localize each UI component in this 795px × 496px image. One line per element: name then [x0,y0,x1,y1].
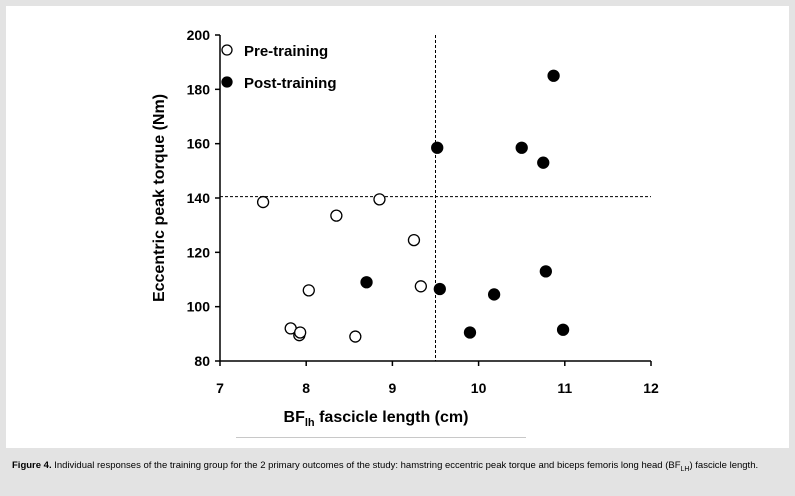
y-tick-label: 200 [187,27,211,43]
y-axis-title: Eccentric peak torque (Nm) [151,94,168,302]
post-training-point [547,69,560,82]
legend-label-post-training: Post-training [244,75,337,92]
post-training-point [487,288,501,301]
x-tick-label: 10 [471,380,487,396]
pre-training-point [349,330,362,343]
y-tick-label: 100 [187,299,211,315]
post-training-point [360,276,373,289]
caption-label: Figure 4. [12,460,52,471]
post-training-point [539,265,552,278]
post-training-point [537,156,550,169]
y-tick-label: 120 [187,244,211,260]
post-training-point [463,326,477,339]
x-axis-title-subscript: lh [305,417,315,429]
post-training-point [433,282,446,296]
x-tick-label: 7 [216,380,224,396]
post-training-point [515,141,528,154]
figure-caption: Figure 4. Individual responses of the tr… [12,459,787,476]
post-training-point [556,323,570,336]
y-tick-label: 180 [187,81,211,97]
axes: 80 100 120 140 160 180 200 7 8 9 10 11 12 [187,27,659,396]
pre-training-point [373,193,386,206]
scatter-chart: 80 100 120 140 160 180 200 7 8 9 10 11 12 Pre-traini… [151,27,659,429]
x-tick-label: 12 [643,380,659,396]
legend-label-pre-training: Pre-training [244,43,328,60]
data-points [256,69,570,343]
x-axis-title: BFlh fascicle length (cm) [284,409,469,429]
pre-training-point [407,233,421,247]
pre-training-point [302,284,315,297]
x-tick-label: 9 [389,380,397,396]
post-training-point [431,141,444,154]
pre-training-point [330,209,343,222]
x-tick-label: 8 [302,380,310,396]
legend-marker-post-training [221,76,233,88]
pre-training-point [256,195,270,209]
reference-lines [220,35,651,361]
caption-text: Individual responses of the training gro… [51,460,681,471]
y-tick-label: 80 [194,353,210,369]
y-tick-label: 140 [187,190,211,206]
x-axis-title-rest: fascicle length (cm) [315,409,469,426]
caption-subscript: LH [680,465,690,473]
x-tick-label: 11 [557,380,572,396]
pre-training-point [294,326,307,339]
figure-panel: 80 100 120 140 160 180 200 7 8 9 10 11 12 Pre-traini… [6,6,789,448]
y-tick-label: 160 [187,136,211,152]
legend: Pre-training Post-training [221,43,337,92]
pre-training-point [414,280,427,293]
legend-marker-pre-training [221,44,233,56]
caption-divider [236,437,526,438]
x-axis-title-main: BF [284,409,306,426]
caption-text-end: ) fascicle length. [689,460,759,471]
